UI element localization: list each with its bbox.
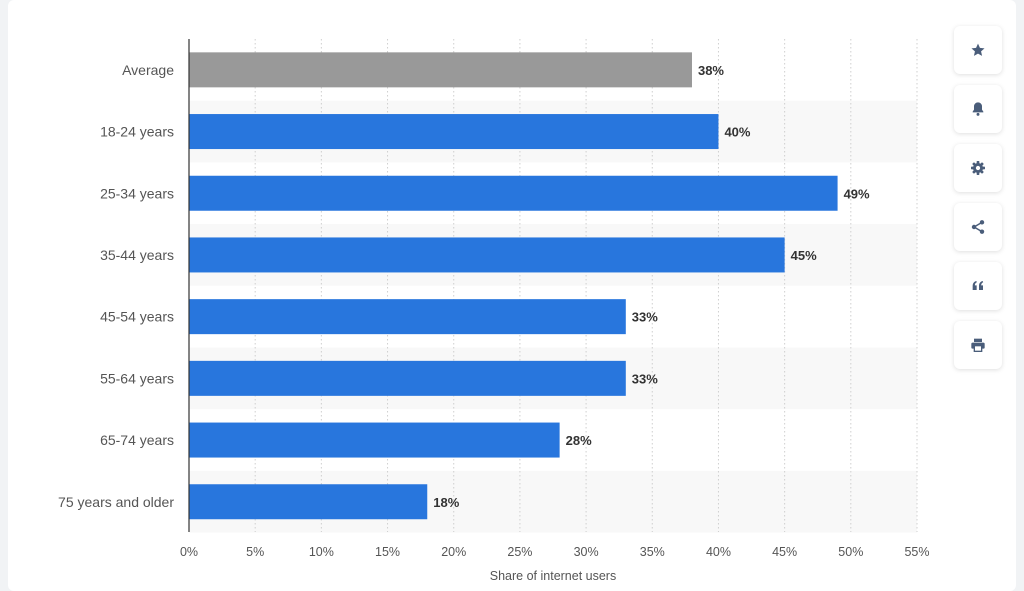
category-label: 65-74 years	[100, 432, 174, 448]
data-label: 18%	[433, 495, 459, 510]
chart-card: Average 38% 18-24 years 40% 25-34 years 49% 35…	[8, 0, 1016, 591]
bell-icon	[972, 102, 984, 116]
data-label: 45%	[791, 248, 817, 263]
x-tick-label: 35%	[640, 545, 665, 559]
data-label: 40%	[724, 125, 750, 140]
notification-button[interactable]	[954, 85, 1002, 133]
data-label: 49%	[844, 186, 870, 201]
bar	[189, 52, 692, 88]
data-label: 33%	[632, 310, 658, 325]
x-tick-label: 50%	[838, 545, 863, 559]
category-label: 25-34 years	[100, 185, 174, 201]
print-icon	[971, 338, 985, 352]
x-tick-label: 40%	[706, 545, 731, 559]
x-tick-label: 0%	[180, 545, 198, 559]
category-label: 75 years and older	[58, 494, 174, 510]
share-icon	[971, 220, 985, 234]
gear-icon	[971, 161, 985, 175]
quote-icon	[972, 281, 984, 290]
x-tick-label: 10%	[309, 545, 334, 559]
settings-button[interactable]	[954, 144, 1002, 192]
share-button[interactable]	[954, 203, 1002, 251]
data-label: 33%	[632, 371, 658, 386]
category-label: 35-44 years	[100, 247, 174, 263]
x-tick-label: 25%	[507, 545, 532, 559]
x-tick-label: 20%	[441, 545, 466, 559]
x-tick-label: 30%	[574, 545, 599, 559]
bar	[189, 422, 560, 458]
cite-button[interactable]	[954, 262, 1002, 310]
x-axis-title: Share of internet users	[490, 569, 616, 583]
category-label: 55-64 years	[100, 370, 174, 386]
category-label: 45-54 years	[100, 309, 174, 325]
x-tick-label: 5%	[246, 545, 264, 559]
x-tick-label: 45%	[772, 545, 797, 559]
bar	[189, 175, 838, 211]
star-icon	[971, 43, 985, 56]
star-button[interactable]	[954, 26, 1002, 74]
data-label: 38%	[698, 63, 724, 78]
bar	[189, 237, 785, 273]
category-label: 18-24 years	[100, 124, 174, 140]
bar	[189, 299, 626, 335]
category-label: Average	[122, 62, 174, 78]
data-label: 28%	[566, 433, 592, 448]
x-tick-label: 55%	[904, 545, 929, 559]
print-button[interactable]	[954, 321, 1002, 369]
bar	[189, 484, 428, 520]
bar-chart: Average 38% 18-24 years 40% 25-34 years 49% 35…	[58, 39, 930, 583]
x-tick-label: 15%	[375, 545, 400, 559]
bar	[189, 114, 719, 150]
bar	[189, 360, 626, 396]
